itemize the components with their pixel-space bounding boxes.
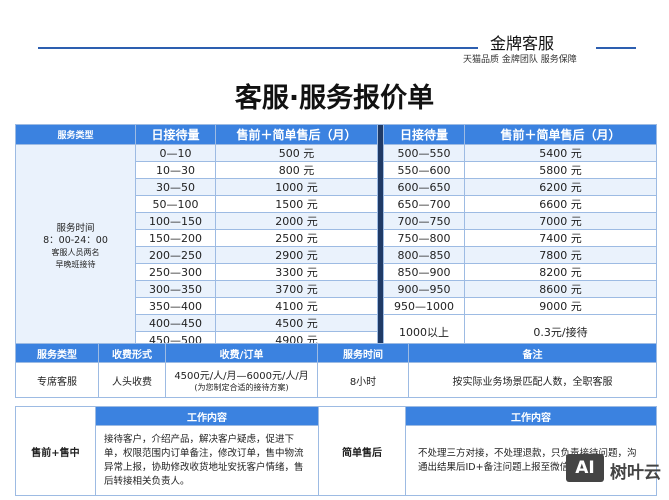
note-line: 服务时间	[56, 222, 95, 234]
cell: 7000 元	[464, 212, 657, 230]
header-cell: 收费/订单	[165, 343, 318, 363]
cell: 4100 元	[215, 297, 378, 315]
cell: 8200 元	[464, 263, 657, 281]
price-note: (为您制定合适的接待方案)	[194, 383, 289, 392]
cell: 150—200	[135, 229, 216, 247]
work-table: 售前+售中 工作内容 简单售后 工作内容 接待客户，介绍产品，解决客户疑虑，促进…	[15, 406, 657, 496]
cell: 600—650	[383, 178, 465, 196]
cell: 接待客户，介绍产品，解决客户疑虑，促进下单，权限范围内订单备注，修改订单，售中物…	[95, 425, 319, 496]
cell: 简单售后	[318, 406, 406, 496]
cell: 1000 元	[215, 178, 378, 196]
price-row: 250—300 3300 元 850—900 8200 元	[16, 263, 657, 281]
cell: 7400 元	[464, 229, 657, 247]
cell: 950—1000	[383, 297, 465, 315]
price-range: 4500元/人/月—6000元/人/月	[174, 371, 309, 382]
cell: 9000 元	[464, 297, 657, 315]
cell: 8600 元	[464, 280, 657, 298]
header-cell: 售前＋简单售后（月）	[464, 124, 657, 145]
cell: 400—450	[135, 314, 216, 332]
price-table: 服务类型 日接待量 售前＋简单售后（月） 日接待量 售前＋简单售后（月） 服务时间 8：00…	[15, 124, 657, 349]
note-line: 客服人员两名	[51, 247, 100, 257]
header-line	[596, 47, 636, 49]
cell: 专席客服	[15, 362, 99, 398]
price-row: 100—150 2000 元 700—750 7000 元	[16, 212, 657, 230]
cell: 6600 元	[464, 195, 657, 213]
cell: 650—700	[383, 195, 465, 213]
cell: 7800 元	[464, 246, 657, 264]
header-line	[38, 47, 478, 49]
title: 客服·服务报价单	[234, 83, 435, 114]
watermark-text: 树叶云	[610, 463, 661, 483]
cell: 4500 元	[215, 314, 378, 332]
cell: 人头收费	[98, 362, 166, 398]
cell: 10—30	[135, 161, 216, 179]
cell: 800 元	[215, 161, 378, 179]
cell: 30—50	[135, 178, 216, 196]
header-cell: 日接待量	[135, 124, 216, 145]
price-row: 200—250 2900 元 800—850 7800 元	[16, 246, 657, 264]
cell: 3300 元	[215, 263, 378, 281]
cell: 5800 元	[464, 161, 657, 179]
watermark-logo: AI	[566, 454, 604, 482]
cell: 500 元	[215, 144, 378, 162]
cell: 8小时	[317, 362, 409, 398]
header-cell: 日接待量	[383, 124, 465, 145]
cell: 550—600	[383, 161, 465, 179]
header-cell: 工作内容	[405, 406, 657, 426]
header-cell: 服务类型	[15, 124, 136, 145]
cell: 800—850	[383, 246, 465, 264]
cell: 250—300	[135, 263, 216, 281]
slogan: 天猫品质 金牌团队 服务保障	[463, 55, 577, 65]
cell: 200—250	[135, 246, 216, 264]
cell: 不处理三方对接，不处理退款，只负责接待问题，沟通出结果后ID+备注问题上报至微信…	[405, 425, 657, 496]
cell: 850—900	[383, 263, 465, 281]
cell: 900—950	[383, 280, 465, 298]
dedicated-table: 服务类型 收费形式 收费/订单 服务时间 备注 专席客服 人头收费 4500元/…	[15, 343, 657, 398]
cell: 2500 元	[215, 229, 378, 247]
cell: 700—750	[383, 212, 465, 230]
cell: 3700 元	[215, 280, 378, 298]
cell: 100—150	[135, 212, 216, 230]
cell: 750—800	[383, 229, 465, 247]
header-row: 服务类型 日接待量 售前＋简单售后（月） 日接待量 售前＋简单售后（月）	[15, 124, 657, 349]
price-row: 350—400 4100 元 950—1000 9000 元	[16, 297, 657, 315]
cell: 0—10	[135, 144, 216, 162]
header-cell: 备注	[408, 343, 657, 363]
cell: 6200 元	[464, 178, 657, 196]
cell: 300—350	[135, 280, 216, 298]
service-note: 服务时间 8：00-24：00 客服人员两名 早晚班接待	[15, 144, 136, 349]
header-cell: 服务类型	[15, 343, 99, 363]
cell: 4500元/人/月—6000元/人/月 (为您制定合适的接待方案)	[165, 362, 318, 398]
cell: 2000 元	[215, 212, 378, 230]
cell: 500—550	[383, 144, 465, 162]
header-cell: 收费形式	[98, 343, 166, 363]
header-cell: 售前＋简单售后（月）	[215, 124, 378, 145]
cell: 按实际业务场景匹配人数，全职客服	[408, 362, 657, 398]
price-row: 150—200 2500 元 750—800 7400 元	[16, 229, 657, 247]
cell: 2900 元	[215, 246, 378, 264]
brand: 金牌客服	[490, 34, 555, 53]
price-row: 30—50 1000 元 600—650 6200 元	[16, 178, 657, 196]
cell: 1500 元	[215, 195, 378, 213]
note-line: 8：00-24：00	[43, 234, 108, 246]
note-line: 早晚班接待	[55, 259, 96, 269]
header-cell: 服务时间	[317, 343, 409, 363]
header-cell: 工作内容	[95, 406, 319, 426]
cell: 5400 元	[464, 144, 657, 162]
cell: 50—100	[135, 195, 216, 213]
cell: 350—400	[135, 297, 216, 315]
cell: 售前+售中	[15, 406, 96, 496]
price-row: 服务时间 8：00-24：00 客服人员两名 早晚班接待 0—10 500 元 500—55…	[15, 144, 657, 349]
price-row: 10—30 800 元 550—600 5800 元	[16, 161, 657, 179]
